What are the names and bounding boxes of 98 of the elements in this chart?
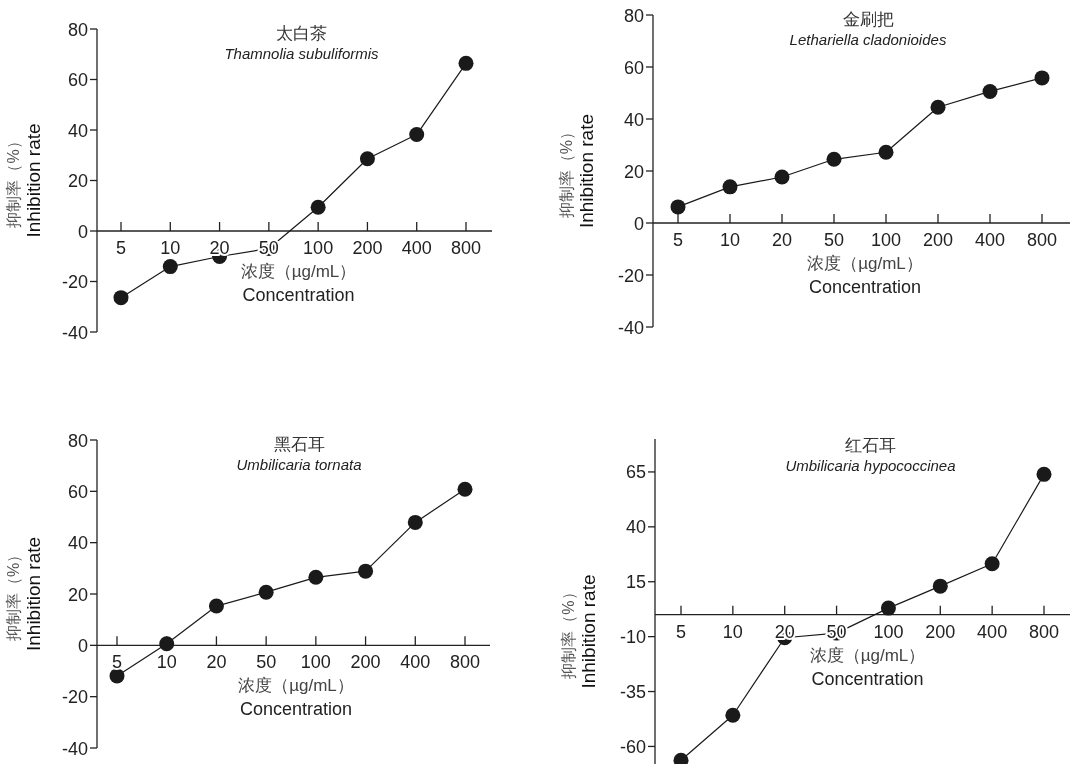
chart-title: 太白茶 [276,24,327,43]
x-tick-label: 400 [401,238,432,258]
point [458,55,474,71]
y-axis-title: 抑制率（%） Inhibition rate [5,536,44,652]
y-tick-label: 40 [67,120,88,141]
y-tick-label: 65 [625,462,646,483]
x-tick-label: 10 [722,621,743,642]
y-tick-label: 15 [625,572,646,593]
y-tick-label: 0 [77,635,88,656]
point [258,584,274,600]
point [359,151,375,167]
point [1034,70,1050,86]
x-tick-label: 800 [450,238,482,258]
y-tick-label: 40 [625,517,646,538]
x-tick-label: 400 [977,621,1008,642]
x-tick-label: 10 [160,238,181,258]
y-tick-label: 60 [67,70,88,90]
point [982,83,998,99]
x-tick-label: 5 [115,238,127,258]
y-axis-title: 抑制率（%） Inhibition rate [560,574,599,689]
x-axis-title: 浓度（µg/mL） Concentration [809,645,926,689]
point [407,514,423,530]
point [932,578,948,594]
y-tick-label: 60 [623,57,644,78]
y-axis-title: 抑制率（%） Inhibition rate [5,123,44,238]
point [208,598,224,614]
x-tick-label: 50 [256,652,277,673]
y-tick-label: -60 [619,736,646,757]
y-tick-label: -10 [619,627,646,648]
y-tick-label: 20 [67,171,88,191]
point [878,144,894,160]
point [113,290,129,306]
text: Thamnolia subuliformis [224,45,380,62]
x-tick-label: 5 [672,230,684,250]
point [880,600,896,616]
x-tick-label: 100 [873,621,904,642]
point [984,556,1000,572]
y-axis-title: 抑制率（%） Inhibition rate [558,113,597,229]
x-tick-label: 10 [156,652,177,673]
x-tick-label: 200 [350,652,381,673]
point [162,259,178,275]
point [826,151,842,167]
point [774,169,790,185]
x-tick-label: 800 [449,652,481,673]
x-axis-title: 浓度（µg/mL） Concentration [240,262,357,305]
x-tick-label: 100 [300,652,331,673]
x-tick-label: 400 [974,230,1006,250]
x-tick-label: 800 [1026,230,1058,250]
x-tick-label: 200 [352,238,383,258]
point [310,199,326,215]
x-tick-label: 10 [719,230,741,250]
y-tick-label: 0 [77,221,88,242]
point [722,179,738,195]
x-tick-label: 20 [771,230,793,250]
x-tick-label: 200 [925,621,956,642]
x-tick-label: 50 [823,230,845,250]
x-tick-label: 5 [111,652,123,673]
y-tick-label: -40 [617,317,644,338]
point [308,569,324,585]
x-tick-label: 800 [1028,621,1060,642]
x-tick-label: 5 [675,621,687,642]
y-tick-label: -35 [619,682,646,703]
y-tick-label: 20 [623,161,644,182]
y-tick-label: 40 [67,533,88,554]
y-tick-label: 80 [623,5,644,26]
chart-title: 红石耳 [845,436,896,455]
x-axis-title: 浓度（µg/mL） Concentration [807,254,923,297]
x-tick-label: 200 [922,230,954,250]
x-tick-label: 100 [303,238,334,258]
point [409,127,425,143]
y-tick-label: 80 [67,19,88,40]
x-tick-label: 100 [870,230,902,250]
y-tick-label: 40 [623,109,644,130]
y-tick-label: -20 [617,265,644,286]
y-tick-label: 0 [633,213,644,234]
point [1036,466,1052,482]
chart-title: 金刷把 [842,10,894,29]
point [725,707,741,723]
point [457,481,473,497]
point [930,99,946,115]
point [109,668,125,684]
point [358,563,374,579]
text: Umbilicaria tornata [236,456,362,473]
text: Lethariella cladonioides [789,31,947,48]
y-tick-label: -40 [61,738,88,759]
point [159,636,175,652]
text: Umbilicaria hypococcinea [785,457,956,474]
x-tick-label: 20 [206,652,227,673]
y-tick-label: 80 [67,430,88,451]
chart-title: 黑石耳 [273,435,325,454]
x-axis-title: 浓度（µg/mL） Concentration [238,676,354,720]
point [670,199,686,215]
y-tick-label: -40 [61,322,88,343]
y-tick-label: 60 [67,481,88,502]
y-tick-label: -20 [61,687,88,708]
x-tick-label: 400 [400,652,431,673]
y-tick-label: -20 [61,272,88,292]
y-tick-label: 20 [67,584,88,605]
